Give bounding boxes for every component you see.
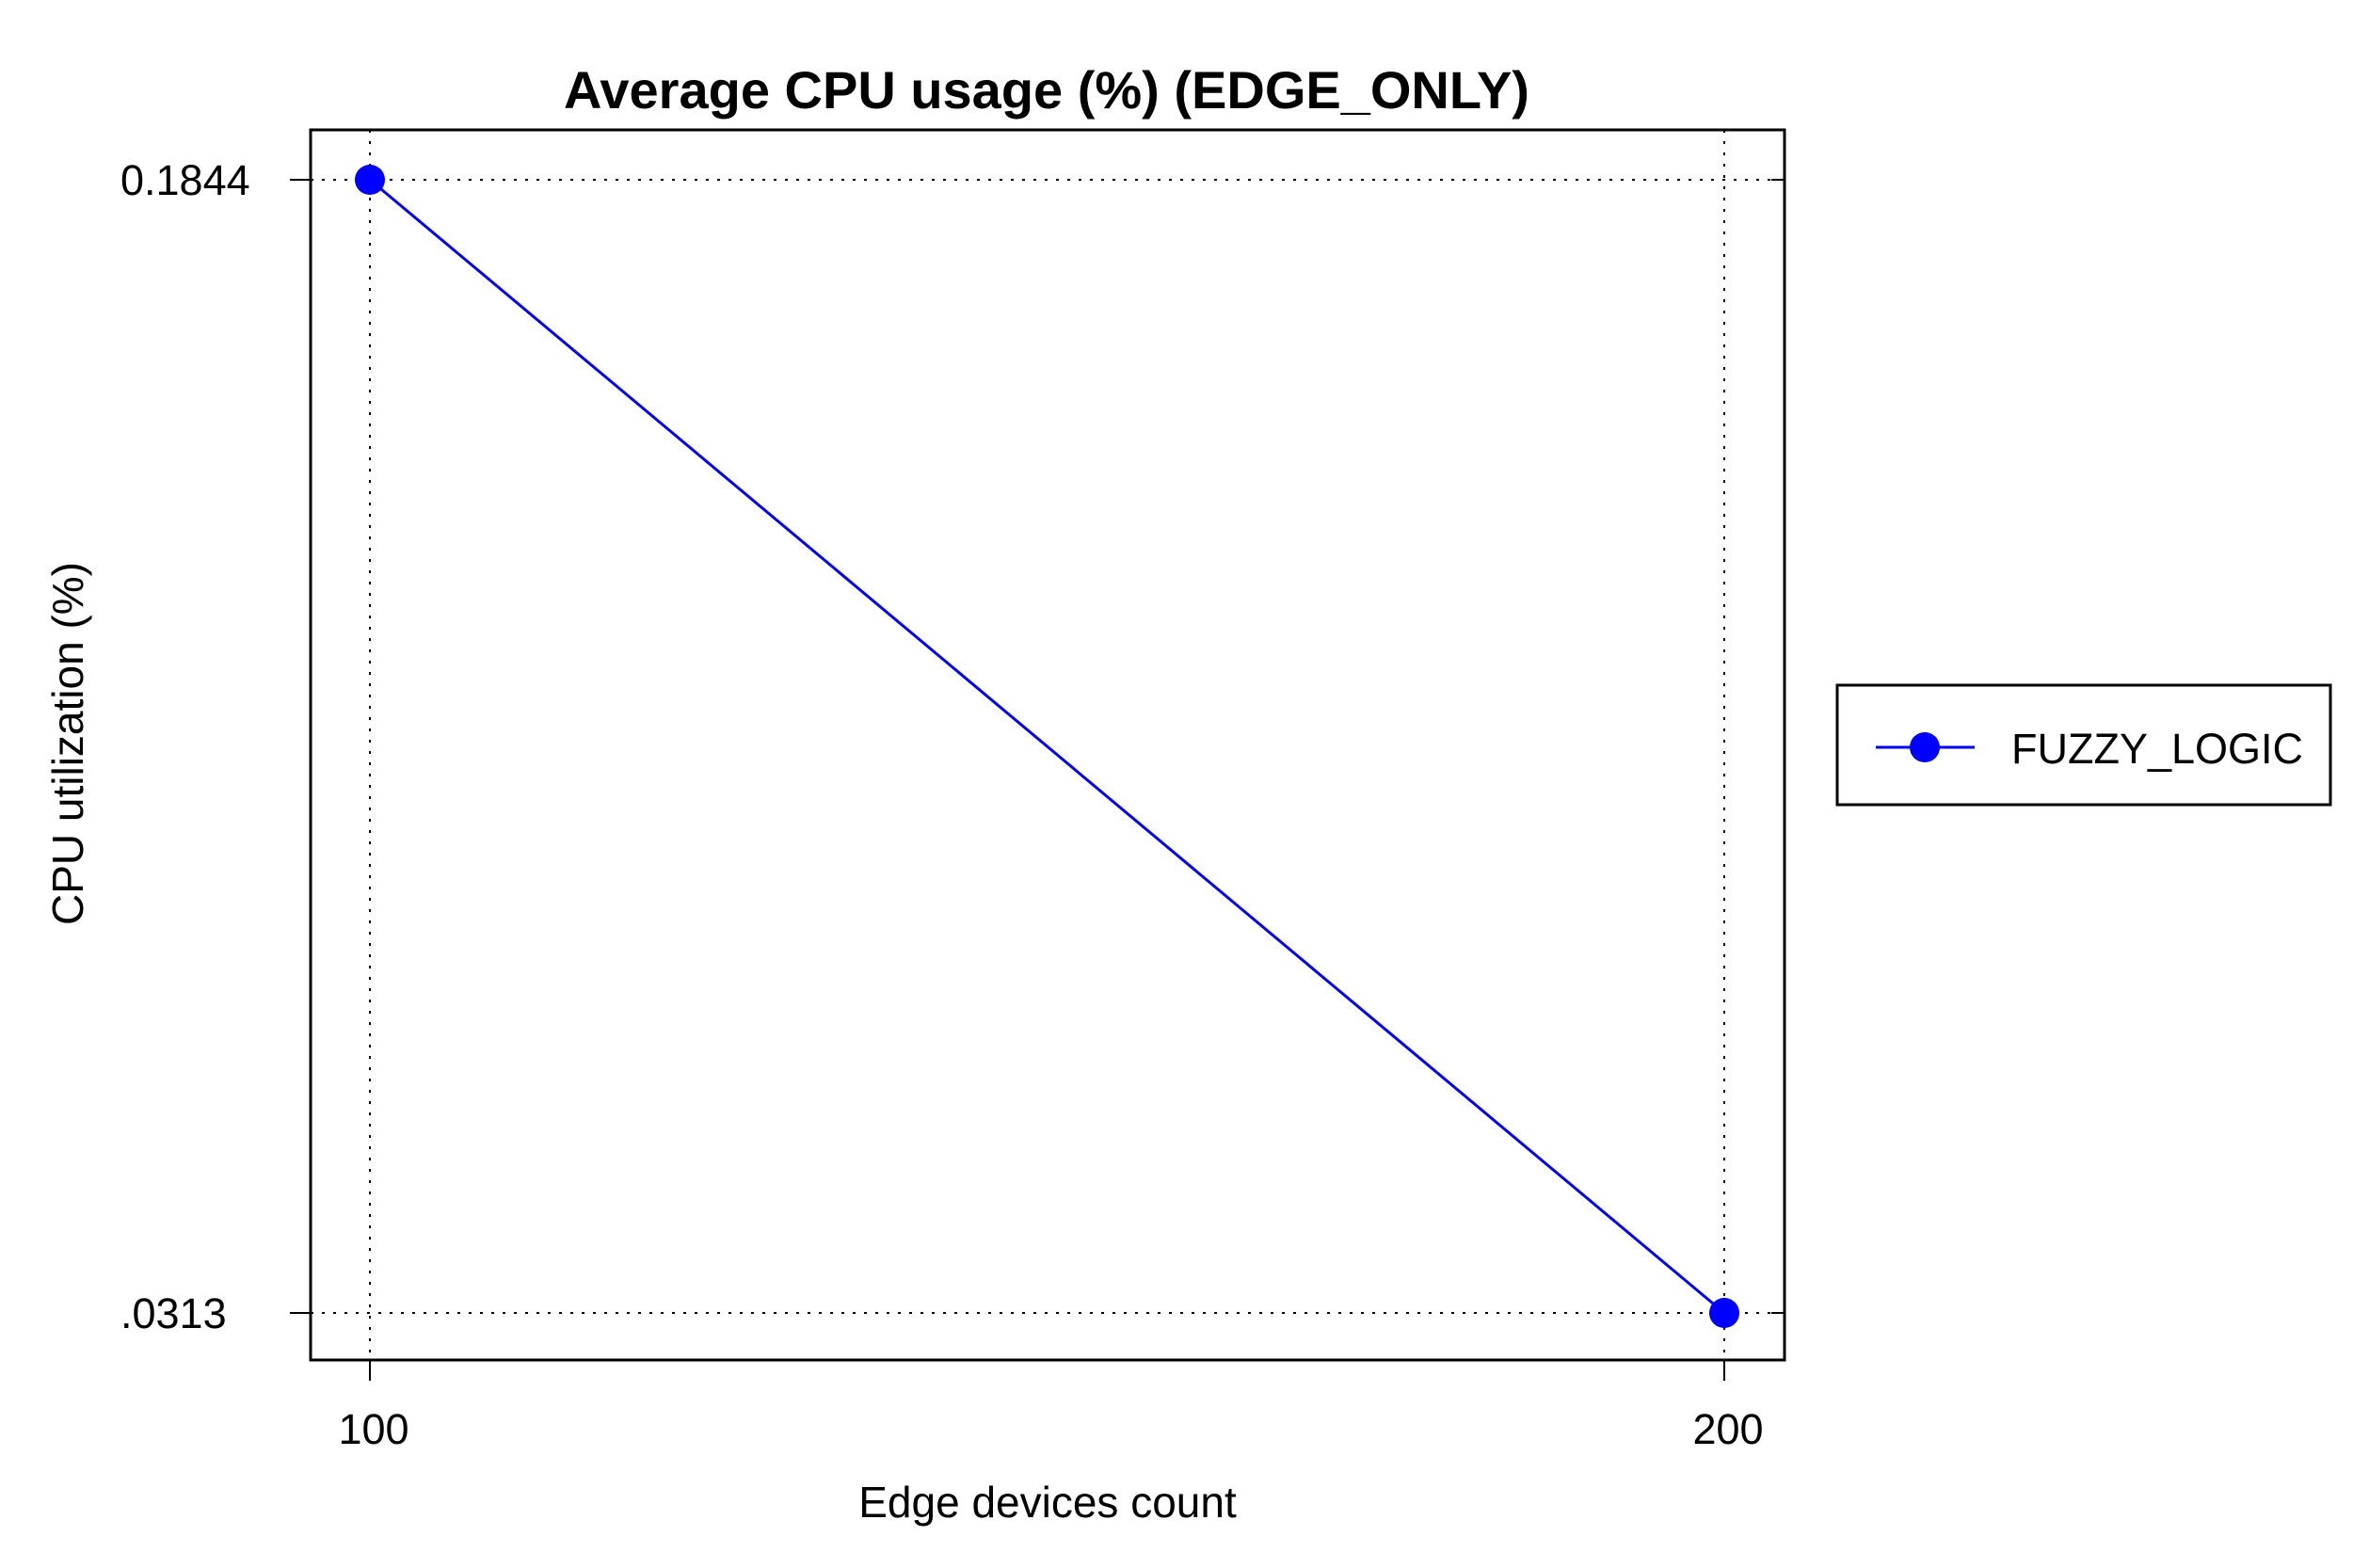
series-line-fuzzy-logic <box>369 178 1725 1315</box>
y-axis-tick-labels: 0.1844 .0313 <box>120 156 250 1337</box>
x-axis-label: Edge devices count <box>858 1478 1237 1527</box>
series-layer <box>355 165 1739 1328</box>
data-point-fuzzy-logic <box>355 165 385 195</box>
chart-title: Average CPU usage (%) (EDGE_ONLY) <box>564 60 1529 120</box>
y-axis-label: CPU utilization (%) <box>43 562 92 925</box>
x-axis-tick-labels: 100 200 <box>338 1405 1763 1453</box>
x-tick-label: 200 <box>1692 1405 1763 1453</box>
legend-label-fuzzy-logic: FUZZY_LOGIC <box>2011 725 2303 773</box>
y-tick-label: 0.1844 <box>120 156 250 204</box>
plot-area-frame <box>309 128 1786 1362</box>
data-point-fuzzy-logic <box>1709 1298 1739 1328</box>
y-tick-label: .0313 <box>120 1289 227 1337</box>
axis-ticks <box>290 179 1785 1381</box>
grid <box>311 130 1785 1360</box>
legend: FUZZY_LOGIC <box>1835 683 2332 807</box>
x-tick-label: 100 <box>338 1405 408 1453</box>
legend-marker-fuzzy-logic <box>1910 732 1940 762</box>
